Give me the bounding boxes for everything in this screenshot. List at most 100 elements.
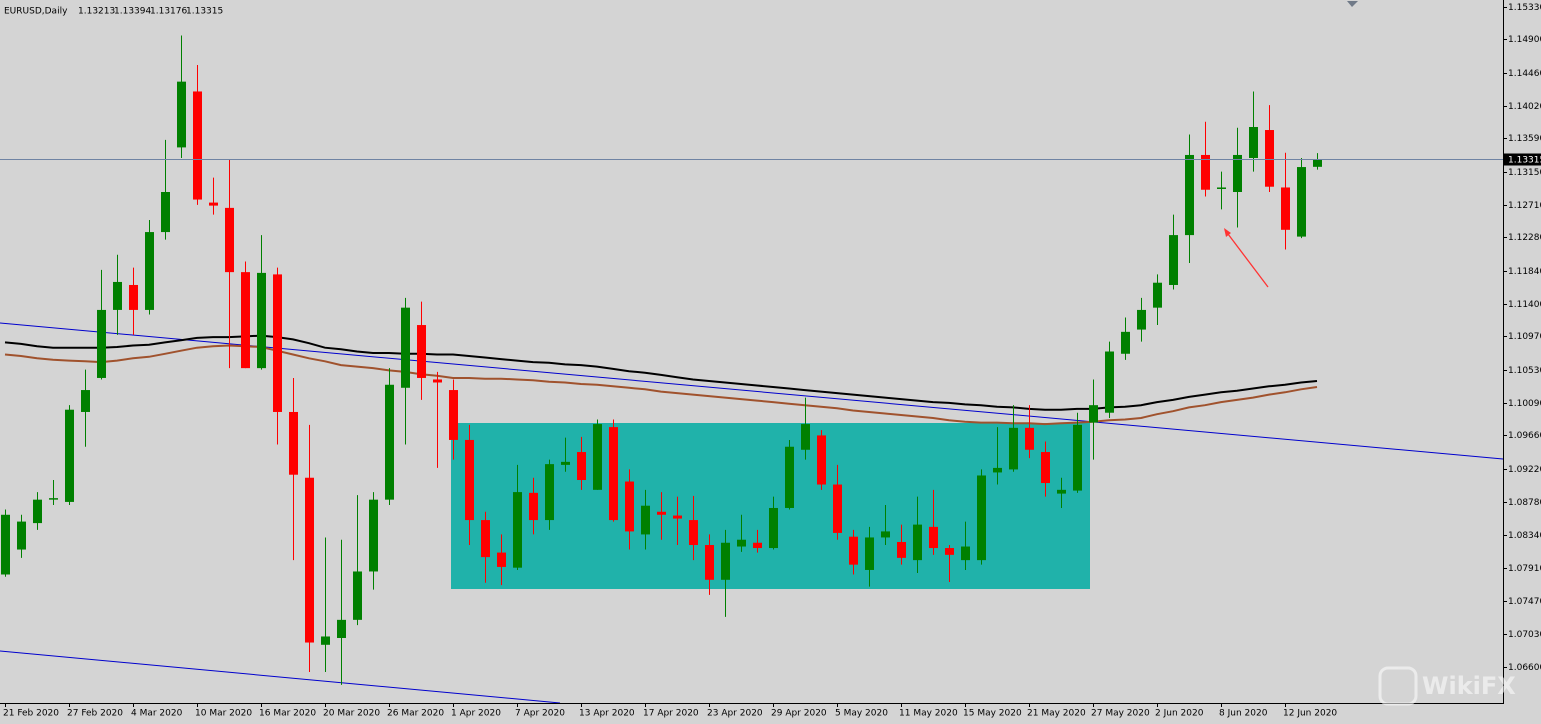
candle bbox=[1313, 153, 1322, 170]
candle bbox=[1025, 405, 1034, 459]
x-tick-label: 26 Mar 2020 bbox=[387, 709, 444, 719]
chart-title: EURUSD,Daily bbox=[4, 7, 68, 17]
candle-body bbox=[865, 537, 874, 570]
candle bbox=[1281, 152, 1290, 250]
candle bbox=[385, 368, 394, 505]
candle bbox=[321, 537, 330, 673]
candle-body bbox=[481, 520, 490, 558]
y-tick-label: 1.14460 bbox=[1508, 69, 1541, 79]
candle-body bbox=[737, 539, 746, 547]
candle bbox=[1, 509, 10, 577]
candle bbox=[657, 492, 666, 540]
candle bbox=[865, 526, 874, 587]
candle bbox=[97, 269, 106, 380]
candle-body bbox=[513, 492, 522, 568]
candle-body bbox=[161, 192, 170, 233]
plot bbox=[0, 35, 1503, 685]
candle bbox=[161, 139, 170, 240]
x-tick-label: 8 Jun 2020 bbox=[1219, 709, 1268, 719]
x-tick-label: 17 Apr 2020 bbox=[643, 709, 699, 719]
candle-body bbox=[1297, 167, 1306, 237]
watermark-logo bbox=[1378, 666, 1418, 706]
arrow-shaft bbox=[1224, 229, 1269, 288]
candle bbox=[769, 496, 778, 550]
candle-body bbox=[545, 464, 554, 521]
candle bbox=[129, 267, 138, 335]
candle bbox=[65, 405, 74, 505]
candle bbox=[497, 534, 506, 586]
x-tick-label: 20 Mar 2020 bbox=[323, 709, 380, 719]
candle-body bbox=[81, 390, 90, 412]
candle-body bbox=[529, 492, 538, 521]
candle-body bbox=[497, 552, 506, 567]
candle-body bbox=[577, 452, 586, 481]
candle bbox=[1265, 105, 1274, 193]
candle bbox=[609, 419, 618, 522]
x-tick-label: 2 Jun 2020 bbox=[1155, 709, 1204, 719]
candle-body bbox=[1073, 424, 1082, 491]
candle-body bbox=[769, 507, 778, 549]
candle-body bbox=[273, 274, 282, 412]
candle-body bbox=[961, 546, 970, 561]
candle bbox=[897, 524, 906, 565]
y-tick-label: 1.12280 bbox=[1508, 233, 1541, 243]
candle-body bbox=[65, 409, 74, 502]
candle bbox=[81, 369, 90, 447]
candle bbox=[401, 297, 410, 445]
candle bbox=[545, 459, 554, 530]
y-tick-label: 1.10530 bbox=[1508, 366, 1541, 376]
candle-body bbox=[1009, 427, 1018, 470]
candle bbox=[193, 65, 202, 205]
candle-body bbox=[1169, 235, 1178, 285]
x-tick-label: 23 Apr 2020 bbox=[707, 709, 763, 719]
trend-line bbox=[0, 650, 561, 704]
candle-body bbox=[641, 505, 650, 535]
x-tick-label: 21 Feb 2020 bbox=[3, 709, 59, 719]
candle bbox=[753, 529, 762, 553]
x-tick-label: 12 Jun 2020 bbox=[1283, 709, 1337, 719]
x-tick-label: 21 May 2020 bbox=[1027, 709, 1086, 719]
candle-body bbox=[49, 498, 58, 500]
candle bbox=[513, 464, 522, 570]
candle bbox=[369, 492, 378, 590]
candle-body bbox=[417, 325, 426, 378]
candle bbox=[49, 480, 58, 505]
candle bbox=[1297, 157, 1306, 239]
candle bbox=[737, 514, 746, 552]
candle-body bbox=[129, 284, 138, 310]
candle-body bbox=[1249, 126, 1258, 158]
candle bbox=[849, 529, 858, 575]
candle-body bbox=[689, 520, 698, 546]
candle bbox=[1057, 477, 1066, 508]
candle-body bbox=[113, 281, 122, 310]
candle-body bbox=[1281, 187, 1290, 230]
candle bbox=[273, 267, 282, 445]
header-close: 1.13315 bbox=[186, 7, 223, 17]
x-tick-label: 27 May 2020 bbox=[1091, 709, 1150, 719]
y-tick-label: 1.08340 bbox=[1508, 531, 1541, 541]
y-tick-label: 1.08780 bbox=[1508, 498, 1541, 508]
price-label: 1.13315 bbox=[1508, 156, 1541, 166]
watermark-group: WikiFX bbox=[1378, 666, 1516, 706]
x-tick-label: 4 Mar 2020 bbox=[131, 709, 183, 719]
y-tick-label: 1.07030 bbox=[1508, 630, 1541, 640]
candle bbox=[433, 371, 442, 468]
candle bbox=[289, 377, 298, 561]
candle-body bbox=[193, 91, 202, 200]
x-tick-label: 1 Apr 2020 bbox=[451, 709, 501, 719]
candle-body bbox=[33, 499, 42, 524]
header-open: 1.13213 bbox=[78, 7, 115, 17]
candle bbox=[577, 436, 586, 490]
x-tick-label: 29 Apr 2020 bbox=[771, 709, 827, 719]
candle-body bbox=[1025, 427, 1034, 450]
candle-body bbox=[1137, 309, 1146, 330]
candle bbox=[977, 469, 986, 565]
candle-body bbox=[913, 524, 922, 561]
candle bbox=[337, 539, 346, 685]
candle bbox=[465, 424, 474, 546]
candle bbox=[561, 437, 570, 472]
header-high: 1.13394 bbox=[114, 7, 151, 17]
